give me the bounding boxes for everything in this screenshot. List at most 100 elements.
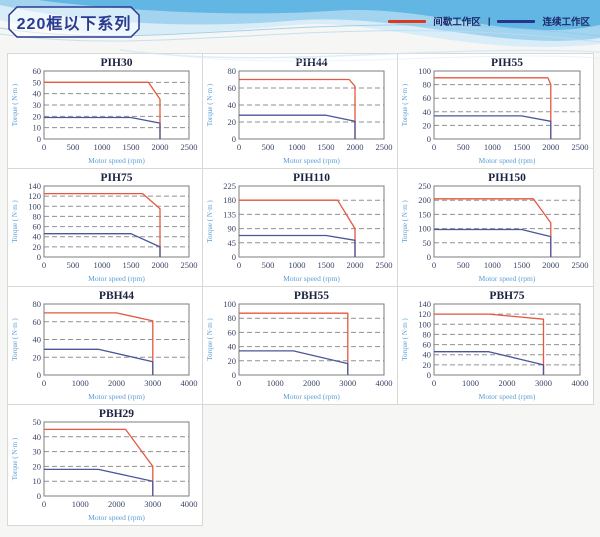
chart-title: PIH44 <box>296 57 328 69</box>
y-tick-label: 0 <box>37 134 41 144</box>
gridlines <box>434 313 580 366</box>
x-tick-label: 2000 <box>347 260 364 270</box>
plot-border <box>433 185 581 258</box>
y-tick-label: 60 <box>228 83 237 93</box>
x-tick-label: 0 <box>42 260 46 270</box>
y-axis-label: Torque ( N·m ) <box>11 437 19 480</box>
y-tick-label: 120 <box>28 191 41 201</box>
gridlines <box>44 81 189 129</box>
chart-title: PIH55 <box>491 57 523 69</box>
y-tick-label: 40 <box>33 89 42 99</box>
y-tick-label: 80 <box>228 313 237 323</box>
continuous-zone-curve <box>239 350 349 375</box>
x-tick-label: 2000 <box>542 142 559 152</box>
x-tick-label: 500 <box>457 142 470 152</box>
x-tick-label: 1500 <box>123 260 140 270</box>
y-tick-label: 40 <box>33 432 42 442</box>
x-tick-label: 3000 <box>144 378 161 388</box>
y-tick-label: 225 <box>223 181 236 191</box>
x-axis-label: Motor speed (rpm) <box>88 156 145 165</box>
x-tick-label: 1000 <box>484 142 501 152</box>
x-tick-label: 500 <box>67 260 80 270</box>
plot-border <box>238 70 385 140</box>
x-axis-ticks: 0 1000 2000 3000 4000 <box>42 499 198 509</box>
gridlines <box>239 199 384 244</box>
chart-title: PIH75 <box>101 172 133 184</box>
y-tick-label: 80 <box>33 211 42 221</box>
x-axis-label: Motor speed (rpm) <box>479 392 536 401</box>
plot-border <box>43 303 190 376</box>
x-tick-label: 1000 <box>289 142 306 152</box>
continuous-zone-curve <box>434 115 552 139</box>
y-tick-label: 60 <box>228 327 237 337</box>
x-tick-label: 3000 <box>535 378 552 388</box>
intermittent-zone-curve <box>44 192 161 257</box>
x-tick-label: 2000 <box>108 378 125 388</box>
y-tick-label: 20 <box>423 360 432 370</box>
y-tick-label: 30 <box>33 447 42 457</box>
y-tick-label: 40 <box>423 350 432 360</box>
y-tick-label: 100 <box>418 224 431 234</box>
intermittent-zone-curve <box>239 78 356 139</box>
x-tick-label: 2000 <box>347 142 364 152</box>
chart-cell-PBH75: PBH75 0 20 40 60 80 100 120 140 0 1000 2000 3000 4000… <box>397 286 594 405</box>
x-axis-ticks: 0 500 1000 1500 2000 2500 <box>432 142 589 152</box>
y-tick-label: 40 <box>33 335 42 345</box>
y-axis-ticks: 0 20 40 60 80 <box>33 299 42 380</box>
continuous-zone-curve <box>44 116 161 139</box>
plot-border <box>238 185 385 258</box>
x-tick-label: 4000 <box>376 378 393 388</box>
chart-title: PBH55 <box>294 290 329 302</box>
x-tick-label: 0 <box>432 260 436 270</box>
chart-cell-PBH29: PBH29 0 10 20 30 40 50 0 1000 2000 3000 4000 Motor s… <box>7 404 203 526</box>
y-tick-label: 150 <box>418 209 431 219</box>
x-tick-label: 4000 <box>572 378 589 388</box>
y-tick-label: 40 <box>33 232 42 242</box>
intermittent-zone-curve <box>239 312 349 375</box>
x-axis-label: Motor speed (rpm) <box>283 392 340 401</box>
y-tick-label: 0 <box>232 252 236 262</box>
continuous-zone-curve <box>44 468 154 496</box>
x-tick-label: 4000 <box>181 499 198 509</box>
continuous-zone-curve <box>434 351 545 375</box>
x-tick-label: 0 <box>237 378 241 388</box>
continuous-zone-curve <box>44 233 161 257</box>
y-tick-label: 0 <box>427 252 431 262</box>
gridlines <box>239 87 384 123</box>
continuous-zone-curve <box>434 228 552 257</box>
legend-label-intermittent: 间歇工作区 <box>433 17 481 28</box>
x-tick-label: 2500 <box>572 142 589 152</box>
continuous-zone-curve <box>44 348 154 375</box>
y-tick-label: 90 <box>228 224 237 234</box>
chart-cell-PIH55: PIH55 0 20 40 60 80 100 0 500 1000 1500 2000 2500 Mot… <box>397 53 594 169</box>
x-tick-label: 4000 <box>181 378 198 388</box>
chart-cell-PIH75: PIH75 0 20 40 60 80 100 120 140 0 500 1000 1500 2000 2… <box>7 168 203 287</box>
y-tick-label: 80 <box>228 66 237 76</box>
x-tick-label: 0 <box>42 142 46 152</box>
x-tick-label: 3000 <box>339 378 356 388</box>
x-tick-label: 0 <box>42 378 46 388</box>
y-tick-label: 45 <box>228 238 237 248</box>
y-axis-label: Torque ( N·m ) <box>401 318 409 361</box>
x-tick-label: 1000 <box>462 378 479 388</box>
torque-speed-chart: PIH44 0 20 40 60 80 0 500 1000 1500 2000 2500 Motor … <box>206 57 393 165</box>
x-tick-label: 1500 <box>513 260 530 270</box>
y-axis-label: Torque ( N·m ) <box>11 83 19 126</box>
x-tick-label: 2000 <box>152 260 169 270</box>
intermittent-zone-line-icon <box>388 19 427 23</box>
x-tick-label: 0 <box>237 142 241 152</box>
y-axis-label: Torque ( N·m ) <box>206 200 214 243</box>
y-tick-label: 30 <box>33 100 42 110</box>
x-axis-label: Motor speed (rpm) <box>479 274 536 283</box>
y-tick-label: 40 <box>228 342 237 352</box>
x-tick-label: 2000 <box>152 142 169 152</box>
x-tick-label: 1000 <box>72 499 89 509</box>
y-tick-label: 60 <box>33 222 42 232</box>
continuous-zone-line-icon <box>497 19 536 23</box>
x-axis-label: Motor speed (rpm) <box>88 513 145 522</box>
x-axis-ticks: 0 1000 2000 3000 4000 <box>42 378 198 388</box>
y-tick-label: 0 <box>427 370 431 380</box>
torque-speed-chart: PBH44 0 20 40 60 80 0 1000 2000 3000 4000 Motor spe… <box>11 290 198 401</box>
